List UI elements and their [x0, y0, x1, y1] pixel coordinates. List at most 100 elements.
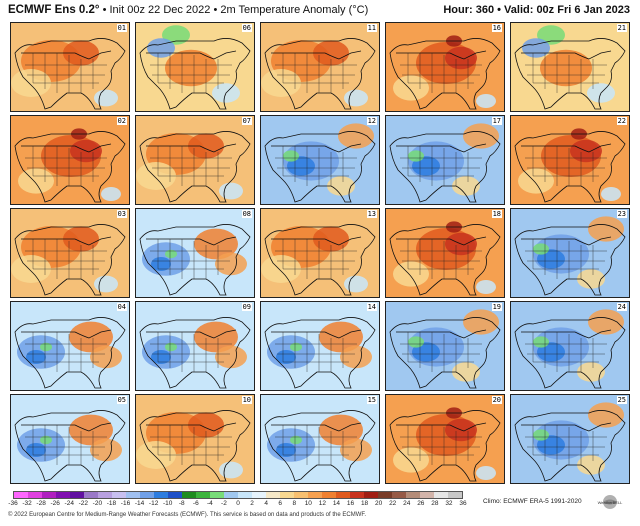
colorbar-swatch [252, 492, 266, 498]
state-borders [275, 239, 357, 279]
coastline [264, 317, 376, 389]
anomaly-region [476, 94, 496, 108]
ensemble-panel: 23 [510, 208, 630, 298]
colorbar-swatch [126, 492, 140, 498]
ensemble-panel: 09 [135, 301, 255, 391]
colorbar-swatch [434, 492, 448, 498]
anomaly-region [26, 443, 46, 457]
coastline [389, 410, 501, 482]
colorbar-tick-label: 36 [459, 500, 467, 507]
colorbar-swatch [294, 492, 308, 498]
anomaly-region [518, 168, 554, 194]
national-border [521, 329, 612, 339]
anomaly-region [601, 187, 621, 201]
colorbar-tick-label: -32 [22, 500, 32, 507]
product-name: ECMWF Ens 0.2 [8, 4, 95, 16]
coastline [514, 131, 626, 203]
anomaly-map [136, 395, 254, 483]
colorbar-tick-label: 24 [403, 500, 411, 507]
anomaly-map [11, 302, 129, 390]
colorbar-tick-label: 4 [264, 500, 268, 507]
ensemble-member-grid: 01 06 11 16 21 02 07 12 17 22 03 08 13 18 23 04 09 14 19 24… [10, 22, 630, 488]
colorbar-swatch [168, 492, 182, 498]
colorbar-swatch [378, 492, 392, 498]
colorbar-tick-label: 6 [278, 500, 282, 507]
colorbar-tick-label: 10 [304, 500, 312, 507]
state-borders [275, 332, 357, 372]
state-borders [525, 425, 607, 465]
colorbar-swatch [56, 492, 70, 498]
logo-swoosh [603, 499, 617, 505]
anomaly-region [151, 257, 171, 271]
anomaly-region [90, 345, 122, 369]
member-number: 01 [116, 24, 127, 32]
anomaly-region [393, 447, 429, 473]
member-number: 15 [366, 396, 377, 404]
anomaly-region [476, 280, 496, 294]
ensemble-panel: 24 [510, 301, 630, 391]
member-number: 12 [366, 117, 377, 125]
coastline [264, 224, 376, 296]
anomaly-map [261, 116, 379, 204]
colorbar-swatch [322, 492, 336, 498]
anomaly-region [40, 435, 52, 445]
colorbar-ticks: -36 -32 -28 -26 -24 -22 -20 -18 -16 -14 -12 -10 -8 -6… [8, 500, 467, 510]
national-border [21, 143, 112, 153]
anomaly-region [18, 168, 54, 194]
member-number: 03 [116, 210, 127, 218]
colorbar-swatch [112, 492, 126, 498]
colorbar-swatch [70, 492, 84, 498]
member-number: 14 [366, 303, 377, 311]
ensemble-panel: 19 [385, 301, 505, 391]
coastline [264, 38, 376, 110]
member-number: 05 [116, 396, 127, 404]
anomaly-region [147, 38, 175, 58]
ensemble-panel: 15 [260, 394, 380, 484]
national-border [146, 329, 237, 339]
anomaly-map [11, 395, 129, 483]
colorbar [13, 491, 463, 499]
national-border [396, 143, 487, 153]
national-border [146, 50, 237, 60]
coastline [14, 38, 126, 110]
anomaly-map [511, 209, 629, 297]
colorbar-tick-label: -6 [192, 500, 199, 507]
coastline [139, 317, 251, 389]
state-borders [525, 146, 607, 186]
ensemble-panel: 18 [385, 208, 505, 298]
anomaly-region [151, 350, 171, 364]
national-border [521, 236, 612, 246]
member-number: 24 [616, 303, 627, 311]
state-borders [25, 425, 107, 465]
colorbar-swatch [196, 492, 210, 498]
coastline [139, 224, 251, 296]
member-number: 25 [616, 396, 627, 404]
anomaly-region [522, 38, 550, 58]
anomaly-region [452, 176, 480, 196]
ensemble-panel: 14 [260, 301, 380, 391]
state-borders [150, 332, 232, 372]
state-borders [25, 146, 107, 186]
member-number: 09 [241, 303, 252, 311]
colorbar-swatch [420, 492, 434, 498]
colorbar-tick-label: 12 [318, 500, 326, 507]
ensemble-panel: 02 [10, 115, 130, 205]
anomaly-region [215, 252, 247, 276]
anomaly-region [219, 182, 243, 200]
state-borders [525, 53, 607, 93]
national-border [21, 422, 112, 432]
member-number: 18 [491, 210, 502, 218]
anomaly-region [94, 89, 118, 107]
anomaly-region [136, 441, 176, 469]
national-border [271, 236, 362, 246]
anomaly-region [588, 402, 624, 428]
ensemble-panel: 20 [385, 394, 505, 484]
national-border [521, 50, 612, 60]
colorbar-tick-label: -28 [36, 500, 46, 507]
anomaly-region [290, 342, 302, 352]
anomaly-region [165, 49, 217, 87]
anomaly-region [165, 342, 177, 352]
coastline [14, 410, 126, 482]
ensemble-panel: 06 [135, 22, 255, 112]
anomaly-map [11, 23, 129, 111]
